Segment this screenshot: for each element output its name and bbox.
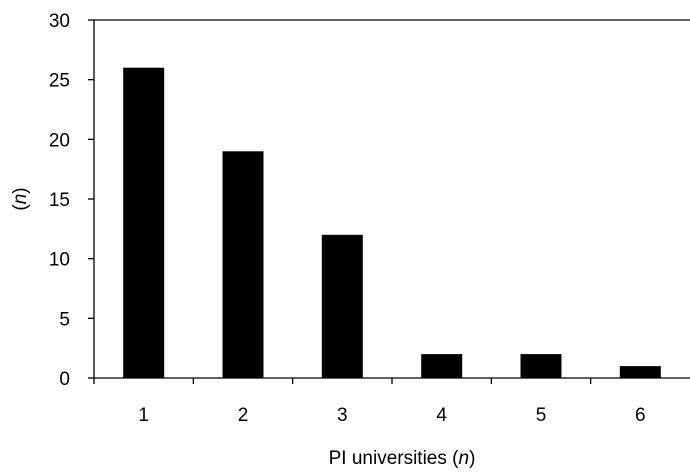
x-tick-label-4: 4 xyxy=(436,405,447,426)
y-axis-title-var: n xyxy=(10,194,31,205)
bar-1 xyxy=(123,67,165,378)
x-tick-label-5: 5 xyxy=(536,405,547,426)
y-axis-title: (n) xyxy=(10,187,31,210)
y-tick-label-20: 20 xyxy=(49,130,70,151)
bar-5 xyxy=(520,354,562,378)
y-axis-title-prefix: ( xyxy=(10,204,31,211)
x-tick-label-1: 1 xyxy=(138,405,149,426)
x-tick-label-2: 2 xyxy=(238,405,249,426)
x-axis-title-suffix: ) xyxy=(469,448,475,469)
bar-4 xyxy=(421,354,463,378)
axes-layer xyxy=(93,19,690,379)
bar-3 xyxy=(321,234,363,378)
x-tick-label-6: 6 xyxy=(635,405,646,426)
y-tick-label-30: 30 xyxy=(49,11,70,32)
x-tick-label-3: 3 xyxy=(337,405,348,426)
x-axis-title-var: n xyxy=(458,448,469,469)
y-tick-label-15: 15 xyxy=(49,190,70,211)
x-axis-title: PI universities (n) xyxy=(329,448,476,469)
y-tick-label-0: 0 xyxy=(59,369,70,390)
y-axis-title-suffix: ) xyxy=(10,187,31,193)
bar-2 xyxy=(222,151,264,378)
ticks-layer: 0 5 10 15 20 25 30 1 2 3 4 5 6 xyxy=(49,11,646,426)
bar-6 xyxy=(619,366,661,378)
y-tick-label-25: 25 xyxy=(49,71,70,92)
bars-layer xyxy=(123,67,661,378)
x-axis-title-prefix: PI universities ( xyxy=(329,448,460,469)
y-tick-label-10: 10 xyxy=(49,250,70,271)
y-tick-label-5: 5 xyxy=(59,309,70,330)
